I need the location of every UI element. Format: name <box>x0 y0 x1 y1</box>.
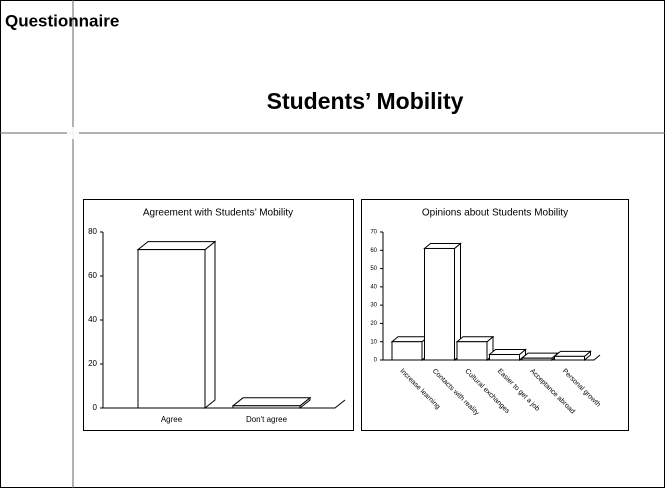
bar <box>232 405 301 409</box>
y-tick-label: 80 <box>88 227 97 236</box>
x-tick-label: Agree <box>161 415 183 424</box>
chart-frame <box>361 199 629 431</box>
y-tick-label: 20 <box>370 321 377 327</box>
bar <box>489 354 520 361</box>
y-tick-label: 40 <box>370 284 377 290</box>
y-tick-label: 0 <box>374 358 378 364</box>
y-tick-label: 10 <box>370 339 377 345</box>
chart-frame <box>83 199 354 431</box>
bar-top <box>136 241 217 251</box>
bar-top <box>488 349 527 356</box>
bar <box>391 341 423 361</box>
bar <box>456 341 488 361</box>
y-tick-label: 30 <box>370 303 377 309</box>
header: Questionnaire <box>5 11 119 30</box>
x-tick-label: Don't agree <box>246 415 288 424</box>
bar-top <box>553 350 592 357</box>
bar <box>424 247 455 361</box>
y-tick-label: 20 <box>88 359 97 368</box>
y-tick-label: 60 <box>88 271 97 280</box>
bar <box>521 357 553 361</box>
bar <box>137 249 206 409</box>
y-tick-label: 40 <box>88 315 97 324</box>
bar-side <box>204 240 216 410</box>
y-tick-label: 0 <box>93 403 98 412</box>
chart-title: Opinions about Students Mobility <box>422 208 568 219</box>
bar-top <box>231 397 312 407</box>
chart-title: Agreement with Students’ Mobility <box>143 208 293 219</box>
bar <box>554 355 585 361</box>
slide-title: Students’ Mobility <box>267 88 464 114</box>
bar-top <box>455 336 495 343</box>
y-tick-label: 50 <box>370 266 377 272</box>
bar-top <box>423 242 462 249</box>
bar-top <box>520 352 560 359</box>
rule-glow <box>67 127 79 139</box>
y-tick-label: 70 <box>370 230 377 236</box>
y-tick-label: 60 <box>370 248 377 254</box>
bar-top <box>390 336 430 343</box>
